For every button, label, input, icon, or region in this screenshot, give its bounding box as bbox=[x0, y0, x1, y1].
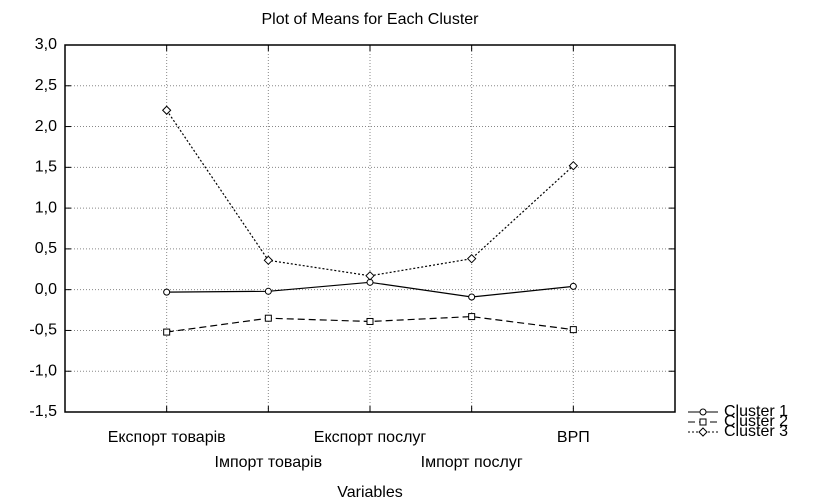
legend-label: Cluster 3 bbox=[724, 423, 788, 440]
data-point bbox=[468, 293, 476, 301]
y-tick-label: -1,5 bbox=[29, 403, 57, 420]
x-tick-label: ВРП bbox=[557, 429, 590, 446]
data-point bbox=[569, 326, 577, 334]
data-point bbox=[569, 282, 577, 290]
data-point bbox=[264, 287, 272, 295]
data-point bbox=[163, 328, 171, 336]
data-point bbox=[365, 271, 375, 281]
y-tick-label: 3,0 bbox=[35, 36, 57, 53]
y-tick-label: 0,5 bbox=[35, 240, 57, 257]
x-tick-label: Імпорт товарів bbox=[215, 454, 323, 471]
y-tick-label: -1,0 bbox=[29, 362, 57, 379]
x-tick-label: Експорт товарів bbox=[108, 429, 226, 446]
y-tick-label: 1,0 bbox=[35, 199, 57, 216]
y-tick-label: 0,0 bbox=[35, 281, 57, 298]
legend-label: Cluster 2 bbox=[724, 413, 788, 430]
data-point bbox=[263, 255, 274, 266]
legend-marker bbox=[699, 418, 707, 426]
data-point bbox=[468, 313, 476, 321]
data-point bbox=[466, 253, 477, 264]
x-tick-label: Експорт послуг bbox=[314, 429, 427, 446]
data-point bbox=[161, 105, 172, 115]
data-point bbox=[366, 317, 374, 325]
legend-marker bbox=[699, 408, 707, 416]
y-tick-label: 2,5 bbox=[35, 77, 57, 94]
y-tick-label: 2,0 bbox=[35, 118, 57, 135]
data-point bbox=[163, 288, 171, 296]
data-point bbox=[568, 160, 579, 171]
data-point bbox=[264, 314, 272, 322]
plot-frame bbox=[64, 44, 676, 413]
legend-marker bbox=[698, 427, 708, 437]
y-tick-label: 1,5 bbox=[35, 159, 57, 176]
y-tick-label: -0,5 bbox=[29, 322, 57, 339]
x-tick-label: Імпорт послуг bbox=[421, 454, 523, 471]
chart-title: Plot of Means for Each Cluster bbox=[262, 11, 480, 28]
legend-label: Cluster 1 bbox=[724, 403, 788, 420]
x-axis-label: Variables bbox=[337, 484, 403, 501]
